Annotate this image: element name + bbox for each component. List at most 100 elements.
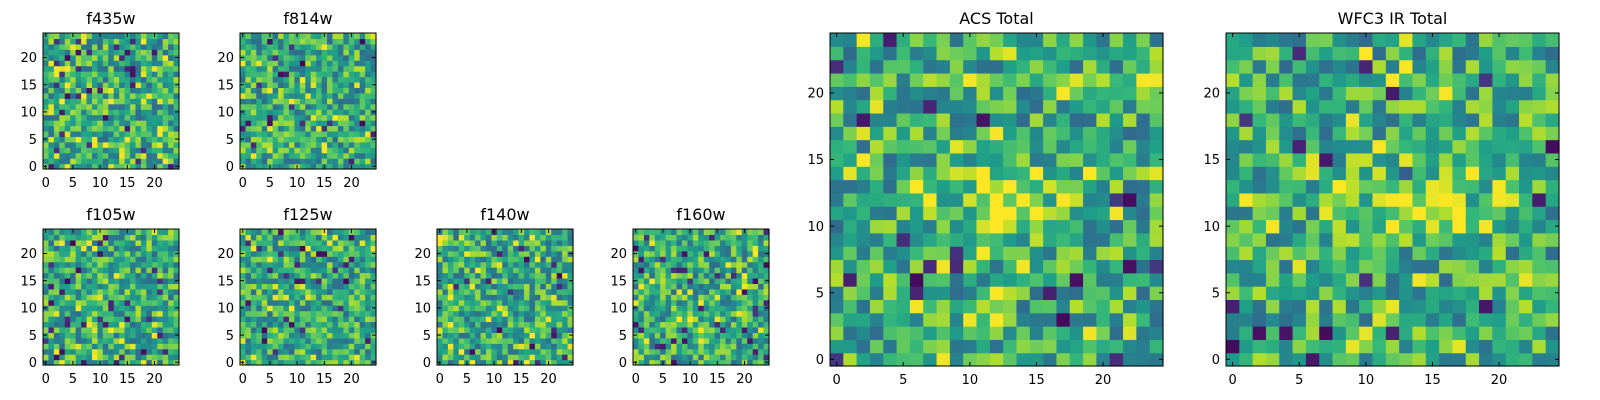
heatmap-cell: [256, 130, 263, 137]
heatmap-cell: [348, 109, 355, 116]
heatmap-cell: [310, 65, 317, 72]
heatmap-cell: [496, 294, 503, 301]
heatmap-cell: [458, 234, 465, 241]
heatmap-cell: [556, 343, 563, 350]
heatmap-cell: [936, 339, 951, 354]
heatmap-cell: [1345, 192, 1360, 207]
heatmap-cell: [654, 261, 661, 268]
heatmap-cell: [310, 288, 317, 295]
heatmap-cell: [321, 256, 328, 263]
heatmap-cell: [86, 261, 93, 268]
heatmap-cell: [1319, 152, 1334, 167]
heatmap-cell: [485, 305, 492, 312]
heatmap-cell: [316, 316, 323, 323]
heatmap-cell: [245, 98, 252, 105]
heatmap-cell: [332, 114, 339, 121]
heatmap-cell: [321, 354, 328, 361]
heatmap-cell: [1109, 166, 1124, 181]
heatmap-cell: [86, 305, 93, 312]
heatmap-cell: [97, 250, 104, 257]
heatmap-cell: [529, 321, 536, 328]
heatmap-cell: [173, 245, 180, 252]
heatmap-cell: [1345, 206, 1360, 221]
heatmap-cell: [1505, 206, 1520, 221]
heatmap-cell: [354, 120, 361, 127]
heatmap-cell: [272, 60, 279, 67]
panel-title: ACS Total: [959, 9, 1033, 28]
heatmap-cell: [102, 316, 109, 323]
heatmap-cell: [752, 272, 759, 279]
heatmap-cell: [321, 283, 328, 290]
heatmap-cell: [97, 305, 104, 312]
heatmap-cell: [1519, 259, 1533, 274]
heatmap-cell: [278, 267, 285, 274]
heatmap-cell: [671, 321, 678, 328]
heatmap-cell: [157, 120, 164, 127]
heatmap-cell: [43, 130, 50, 137]
heatmap-cell: [332, 272, 339, 279]
heatmap-cell: [337, 229, 344, 236]
heatmap-cell: [108, 38, 115, 45]
y-tick-label: 10: [217, 106, 234, 121]
heatmap-cell: [567, 310, 574, 317]
heatmap-cell: [1029, 46, 1044, 61]
heatmap-cell: [843, 112, 858, 127]
heatmap-cell: [86, 152, 93, 159]
heatmap-cell: [551, 239, 558, 246]
heatmap-cell: [43, 310, 50, 317]
heatmap-cell: [502, 299, 509, 306]
heatmap-cell: [113, 33, 120, 40]
heatmap-cell: [1016, 339, 1031, 354]
heatmap-cell: [909, 232, 924, 247]
heatmap-cell: [923, 152, 938, 167]
heatmap-cell: [53, 343, 60, 350]
heatmap-cell: [1149, 326, 1164, 340]
heatmap-cell: [70, 54, 77, 61]
heatmap-cell: [305, 299, 312, 306]
heatmap-cell: [168, 272, 175, 279]
heatmap-cell: [730, 310, 737, 317]
heatmap-cell: [687, 299, 694, 306]
heatmap-cell: [305, 87, 312, 94]
heatmap-cell: [513, 305, 520, 312]
heatmap-cell: [365, 310, 372, 317]
heatmap-cell: [923, 219, 938, 234]
heatmap-cell: [752, 294, 759, 301]
heatmap-cell: [1385, 339, 1400, 354]
heatmap-cell: [1016, 112, 1031, 127]
heatmap-cell: [86, 348, 93, 355]
heatmap-cell: [442, 294, 449, 301]
heatmap-cell: [310, 267, 317, 274]
heatmap-cell: [245, 250, 252, 257]
heatmap-cell: [1332, 339, 1347, 354]
heatmap-cell: [130, 245, 137, 252]
heatmap-cell: [321, 38, 328, 45]
heatmap-cell: [1359, 326, 1374, 340]
heatmap-cell: [370, 49, 377, 56]
heatmap-cell: [654, 359, 661, 366]
heatmap-cell: [354, 147, 361, 154]
heatmap-cell: [124, 321, 131, 328]
heatmap-cell: [256, 33, 263, 40]
heatmap-cell: [830, 272, 844, 287]
heatmap-cell: [458, 299, 465, 306]
heatmap-cell: [1305, 179, 1320, 194]
heatmap-cell: [671, 294, 678, 301]
heatmap-cell: [896, 232, 911, 247]
heatmap-cell: [949, 246, 964, 261]
heatmap-cell: [437, 294, 444, 301]
heatmap-cell: [146, 305, 153, 312]
heatmap-cell: [758, 277, 765, 284]
heatmap-cell: [720, 272, 727, 279]
heatmap-cell: [507, 229, 514, 236]
heatmap-cell: [168, 250, 175, 257]
heatmap-cell: [976, 152, 991, 167]
heatmap-cell: [130, 147, 137, 154]
heatmap-cell: [687, 332, 694, 339]
heatmap-cell: [709, 234, 716, 241]
y-tick-label: 10: [807, 220, 824, 235]
heatmap-cell: [1252, 246, 1267, 261]
heatmap-cell: [316, 321, 323, 328]
y-tick-label: 10: [610, 302, 627, 317]
heatmap-cell: [272, 332, 279, 339]
